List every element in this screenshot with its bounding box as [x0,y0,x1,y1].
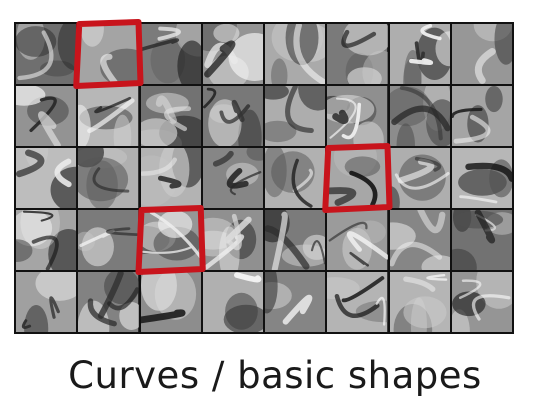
filter-tile [389,210,450,270]
filter-tile [389,86,450,146]
filter-tile [78,24,139,84]
filter-tile [78,210,139,270]
filter-tile [451,210,512,270]
filter-tile [202,86,263,146]
filter-tile [265,24,326,84]
filter-tile [451,86,512,146]
filter-tile [265,86,326,146]
filter-tile [389,272,450,332]
filter-tile [78,86,139,146]
filter-tile [327,148,388,208]
filter-tile [202,210,263,270]
filter-tile [327,272,388,332]
filter-tile [265,210,326,270]
filter-tile [451,272,512,332]
filter-tile [389,24,450,84]
filter-tile [451,148,512,208]
filter-tile [78,272,139,332]
filter-tile [140,272,201,332]
filter-tile [78,148,139,208]
filter-tile [327,86,388,146]
filter-tile [265,148,326,208]
filter-tile [140,86,201,146]
filter-grid [14,22,514,334]
caption: Curves / basic shapes [68,354,482,397]
filter-tile [140,24,201,84]
filter-tile [327,210,388,270]
filter-tile [140,148,201,208]
filter-tile [16,210,77,270]
filter-tile [16,86,77,146]
filter-tile [16,148,77,208]
filter-tile [327,24,388,84]
filter-tile [202,148,263,208]
filter-tile [16,272,77,332]
filter-tile [140,210,201,270]
filter-tile [202,272,263,332]
filter-tile [265,272,326,332]
filter-tile [389,148,450,208]
filter-tile [16,24,77,84]
filter-tile [202,24,263,84]
filter-tile [451,24,512,84]
